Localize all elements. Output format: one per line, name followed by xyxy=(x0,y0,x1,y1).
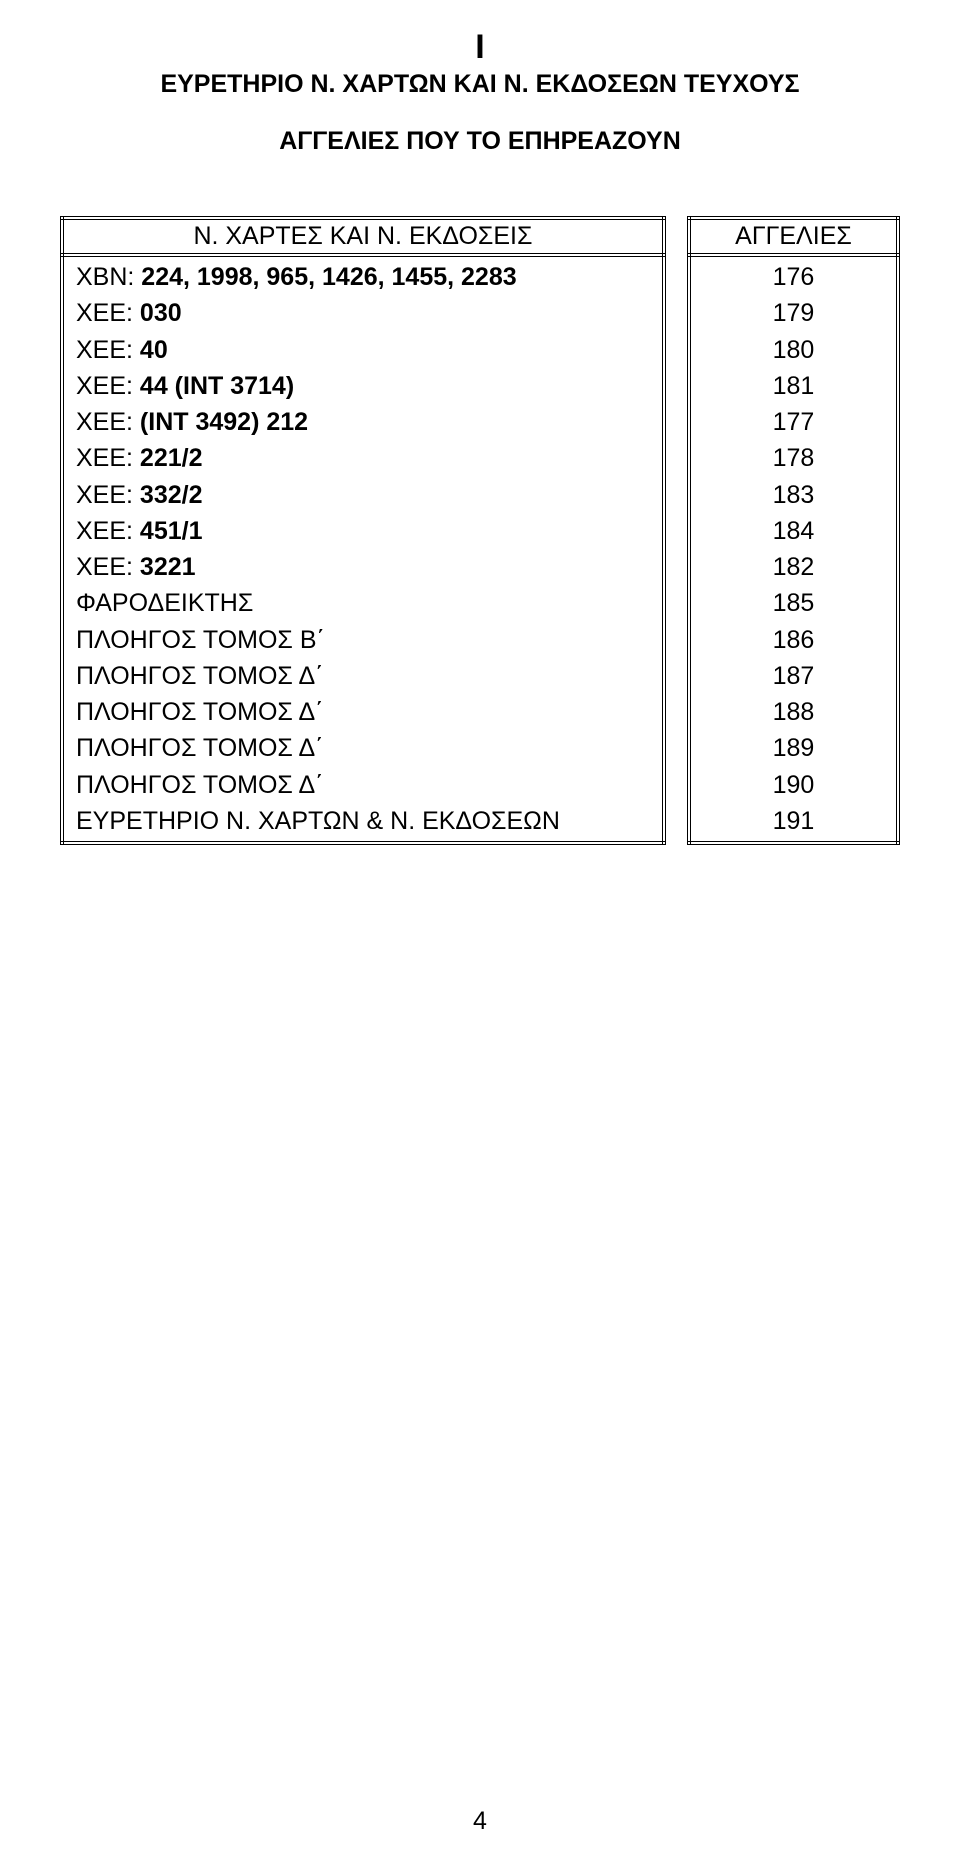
row-text: ΦΑΡΟΔΕΙΚΤΗΣ xyxy=(76,589,253,617)
table-row-right: 191 xyxy=(703,803,884,839)
row-content: 332/2 xyxy=(140,481,203,509)
row-content: 40 xyxy=(140,336,168,364)
row-prefix: ΧΕΕ: xyxy=(76,517,140,545)
body-gap xyxy=(664,255,689,843)
page: I ΕΥΡΕΤΗΡΙΟ Ν. ΧΑΡΤΩΝ ΚΑΙ Ν. ΕΚΔΟΣΕΩΝ ΤΕ… xyxy=(0,0,960,1876)
row-prefix: ΧΕΕ: xyxy=(76,444,140,472)
row-prefix: ΧΕΕ: xyxy=(76,408,140,436)
table-row-right: 184 xyxy=(703,513,884,549)
header-gap xyxy=(664,218,689,255)
table-body-row: ΧΒΝ: 224, 1998, 965, 1426, 1455, 2283ΧΕΕ… xyxy=(62,255,898,843)
table-row-left: ΧΕΕ: 332/2 xyxy=(76,477,650,513)
page-subtitle: ΑΓΓΕΛΙΕΣ ΠΟΥ ΤΟ ΕΠΗΡΕΑΖΟΥΝ xyxy=(60,127,900,156)
row-content: (INT 3492) 212 xyxy=(140,408,308,436)
table-row-left: ΠΛΟΗΓΟΣ ΤΟΜΟΣ Δ΄ xyxy=(76,658,650,694)
table-row-left: ΠΛΟΗΓΟΣ ΤΟΜΟΣ Δ΄ xyxy=(76,767,650,803)
table-row-left: ΠΛΟΗΓΟΣ ΤΟΜΟΣ Δ΄ xyxy=(76,694,650,730)
top-cut-mark: I xyxy=(60,30,900,64)
table-row-left: ΦΑΡΟΔΕΙΚΤΗΣ xyxy=(76,585,650,621)
table-row-left: ΠΛΟΗΓΟΣ ΤΟΜΟΣ Β΄ xyxy=(76,622,650,658)
table-row-left: ΧΒΝ: 224, 1998, 965, 1426, 1455, 2283 xyxy=(76,259,650,295)
body-right-cell: 1761791801811771781831841821851861871881… xyxy=(689,255,898,843)
row-prefix: ΧΕΕ: xyxy=(76,481,140,509)
row-text: ΕΥΡΕΤΗΡΙΟ Ν. ΧΑΡΤΩΝ & Ν. ΕΚΔΟΣΕΩΝ xyxy=(76,807,560,835)
table-row-right: 187 xyxy=(703,658,884,694)
row-text: ΠΛΟΗΓΟΣ ΤΟΜΟΣ Δ΄ xyxy=(76,771,323,799)
table-row-right: 182 xyxy=(703,549,884,585)
table-row-left: ΧΕΕ: 030 xyxy=(76,295,650,331)
row-content: 221/2 xyxy=(140,444,203,472)
row-prefix: ΧΕΕ: xyxy=(76,336,140,364)
row-prefix: ΧΕΕ: xyxy=(76,299,140,327)
table-row-right: 186 xyxy=(703,622,884,658)
row-content: 451/1 xyxy=(140,517,203,545)
row-text: ΠΛΟΗΓΟΣ ΤΟΜΟΣ Δ΄ xyxy=(76,734,323,762)
page-number: 4 xyxy=(0,1807,960,1836)
table-row-left: ΠΛΟΗΓΟΣ ΤΟΜΟΣ Δ΄ xyxy=(76,730,650,766)
table-row-right: 188 xyxy=(703,694,884,730)
table-row-left: ΧΕΕ: (INT 3492) 212 xyxy=(76,404,650,440)
table-row-right: 190 xyxy=(703,767,884,803)
table-header-row: Ν. ΧΑΡΤΕΣ ΚΑΙ Ν. ΕΚΔΟΣΕΙΣ ΑΓΓΕΛΙΕΣ xyxy=(62,218,898,255)
header-left: Ν. ΧΑΡΤΕΣ ΚΑΙ Ν. ΕΚΔΟΣΕΙΣ xyxy=(62,218,664,255)
table-row-left: ΧΕΕ: 221/2 xyxy=(76,440,650,476)
table-row-right: 181 xyxy=(703,368,884,404)
table-row-right: 185 xyxy=(703,585,884,621)
table-row-right: 178 xyxy=(703,440,884,476)
index-table: Ν. ΧΑΡΤΕΣ ΚΑΙ Ν. ΕΚΔΟΣΕΙΣ ΑΓΓΕΛΙΕΣ ΧΒΝ: … xyxy=(60,216,900,845)
header-block: I ΕΥΡΕΤΗΡΙΟ Ν. ΧΑΡΤΩΝ ΚΑΙ Ν. ΕΚΔΟΣΕΩΝ ΤΕ… xyxy=(60,30,900,156)
row-prefix: ΧΒΝ: xyxy=(76,263,141,291)
table-row-left: ΧΕΕ: 44 (INT 3714) xyxy=(76,368,650,404)
row-text: ΠΛΟΗΓΟΣ ΤΟΜΟΣ Δ΄ xyxy=(76,662,323,690)
row-prefix: ΧΕΕ: xyxy=(76,553,140,581)
table-row-right: 189 xyxy=(703,730,884,766)
header-right: ΑΓΓΕΛΙΕΣ xyxy=(689,218,898,255)
row-prefix: ΧΕΕ: xyxy=(76,372,140,400)
table-row-right: 183 xyxy=(703,477,884,513)
table-row-left: ΧΕΕ: 451/1 xyxy=(76,513,650,549)
page-title: ΕΥΡΕΤΗΡΙΟ Ν. ΧΑΡΤΩΝ ΚΑΙ Ν. ΕΚΔΟΣΕΩΝ ΤΕΥΧ… xyxy=(60,70,900,99)
row-content: 3221 xyxy=(140,553,196,581)
table-row-right: 176 xyxy=(703,259,884,295)
table-row-right: 177 xyxy=(703,404,884,440)
table-row-left: ΕΥΡΕΤΗΡΙΟ Ν. ΧΑΡΤΩΝ & Ν. ΕΚΔΟΣΕΩΝ xyxy=(76,803,650,839)
body-left-cell: ΧΒΝ: 224, 1998, 965, 1426, 1455, 2283ΧΕΕ… xyxy=(62,255,664,843)
table-row-left: ΧΕΕ: 3221 xyxy=(76,549,650,585)
table-row-left: ΧΕΕ: 40 xyxy=(76,332,650,368)
row-content: 030 xyxy=(140,299,182,327)
row-content: 224, 1998, 965, 1426, 1455, 2283 xyxy=(141,263,516,291)
row-content: 44 (INT 3714) xyxy=(140,372,294,400)
table-row-right: 180 xyxy=(703,332,884,368)
table-row-right: 179 xyxy=(703,295,884,331)
row-text: ΠΛΟΗΓΟΣ ΤΟΜΟΣ Β΄ xyxy=(76,626,325,654)
row-text: ΠΛΟΗΓΟΣ ΤΟΜΟΣ Δ΄ xyxy=(76,698,323,726)
